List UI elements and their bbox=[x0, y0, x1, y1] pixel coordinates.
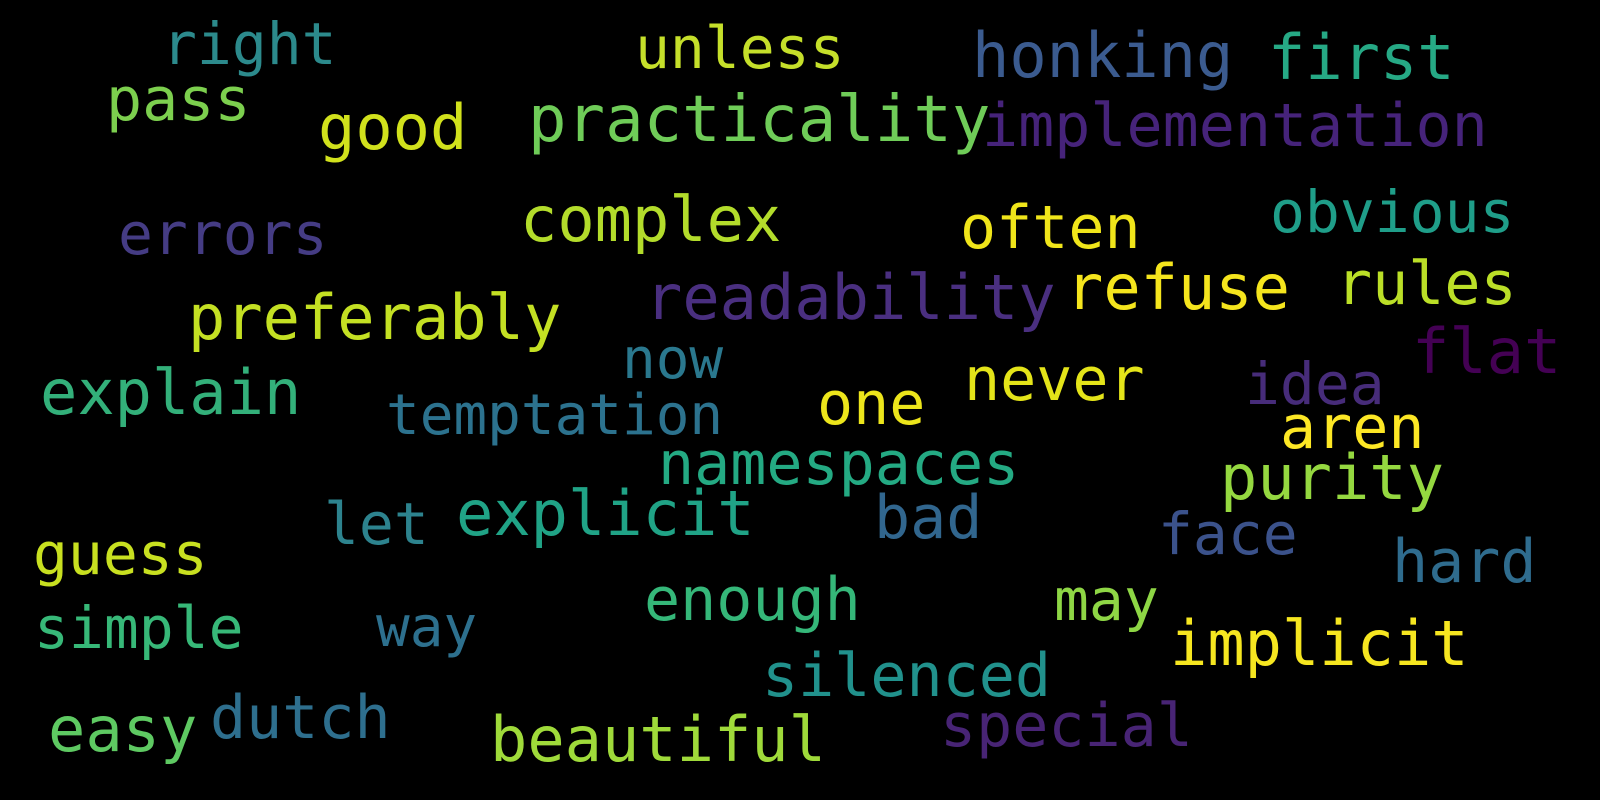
word-right: right bbox=[162, 10, 337, 78]
word-explain: explain bbox=[40, 356, 302, 429]
word-special: special bbox=[940, 691, 1193, 761]
word-dutch: dutch bbox=[210, 683, 391, 753]
word-rules: rules bbox=[1336, 249, 1517, 319]
word-easy: easy bbox=[48, 693, 198, 766]
word-aren: aren bbox=[1280, 393, 1425, 463]
word-obvious: obvious bbox=[1270, 178, 1515, 246]
word-let: let bbox=[324, 490, 429, 558]
word-silenced: silenced bbox=[762, 641, 1051, 711]
word-guess: guess bbox=[33, 520, 208, 588]
word-flat: flat bbox=[1412, 315, 1562, 388]
word-idea: idea bbox=[1245, 350, 1385, 418]
word-one: one bbox=[817, 369, 926, 439]
word-simple: simple bbox=[34, 594, 244, 662]
word-refuse: refuse bbox=[1066, 251, 1290, 324]
word-pass: pass bbox=[106, 65, 251, 135]
word-readability: readability bbox=[645, 261, 1056, 334]
word-namespaces: namespaces bbox=[658, 429, 1020, 499]
word-often: often bbox=[960, 193, 1141, 263]
word-may: may bbox=[1054, 566, 1159, 634]
word-hard: hard bbox=[1392, 527, 1537, 597]
word-temptation: temptation bbox=[386, 383, 724, 448]
word-purity: purity bbox=[1220, 441, 1444, 514]
word-complex: complex bbox=[520, 183, 782, 256]
word-good: good bbox=[318, 91, 468, 164]
word-unless: unless bbox=[635, 14, 845, 82]
word-implicit: implicit bbox=[1170, 607, 1469, 680]
word-never: never bbox=[964, 345, 1145, 415]
word-beautiful: beautiful bbox=[490, 703, 826, 776]
word-preferably: preferably bbox=[188, 281, 562, 354]
word-practicality: practicality bbox=[528, 83, 991, 157]
word-bad: bad bbox=[874, 483, 983, 553]
word-way: way bbox=[376, 595, 478, 660]
word-explicit: explicit bbox=[456, 477, 755, 550]
word-implementation: implementation bbox=[982, 91, 1488, 161]
word-honking: honking bbox=[972, 19, 1234, 92]
word-now: now bbox=[622, 327, 724, 392]
word-enough: enough bbox=[644, 565, 861, 635]
word-first: first bbox=[1268, 21, 1455, 94]
word-face: face bbox=[1158, 500, 1298, 568]
word-errors: errors bbox=[118, 200, 328, 268]
